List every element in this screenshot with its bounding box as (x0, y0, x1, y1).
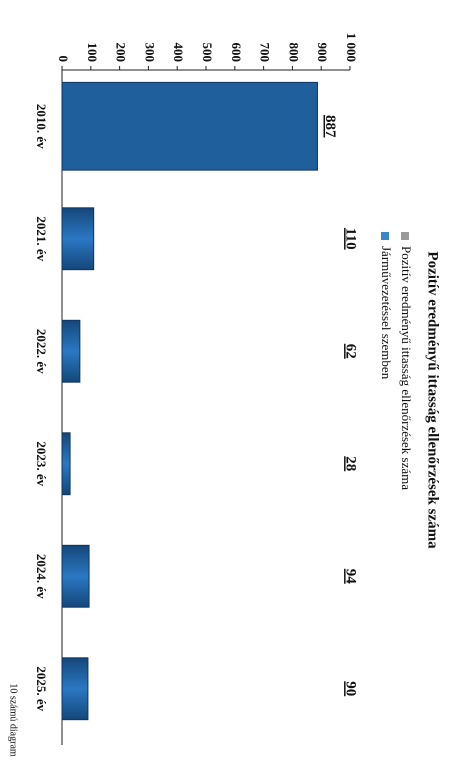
y-tick-label: 400 (171, 43, 186, 63)
x-tick-label: 2025. év (34, 666, 49, 711)
bar (61, 432, 71, 496)
y-tick-label: 900 (315, 43, 330, 63)
y-tick-label: 800 (286, 43, 301, 63)
x-tick-label: 2022. év (34, 329, 49, 374)
y-tick-label: 700 (258, 43, 273, 63)
y-tick-label: 300 (142, 43, 157, 63)
y-tick-label: 500 (200, 43, 215, 63)
y-tick-label: 100 (85, 43, 100, 63)
value-label: 28 (343, 456, 359, 471)
legend-label: Járművezetéssel szemben (379, 246, 394, 380)
bar (61, 319, 81, 383)
footer: 10 számú diagram (8, 683, 19, 757)
y-tick-label: 0 (56, 56, 71, 63)
chart-title: Pozitív eredményű ittasság ellenőrzések … (425, 251, 441, 549)
x-tick-label: 2010. év (34, 104, 49, 149)
legend-marker (401, 232, 409, 240)
value-label: 110 (343, 228, 359, 250)
bar (61, 544, 90, 608)
y-tick-label: 600 (229, 43, 244, 63)
bar (61, 657, 89, 721)
y-tick-label: 200 (114, 43, 129, 63)
value-label: 62 (343, 344, 359, 359)
legend-label: Pozitív eredményű ittasság ellenőrzések … (399, 246, 414, 490)
x-tick-label: 2024. év (34, 554, 49, 599)
rotated-chart: Pozitív eredményű ittasság ellenőrzések … (8, 33, 441, 757)
value-label: 94 (343, 569, 359, 585)
y-tick-label: 1 000 (344, 33, 359, 62)
bar (61, 81, 318, 171)
bar (61, 207, 95, 271)
x-tick-label: 2023. év (34, 441, 49, 486)
value-label: 90 (343, 681, 359, 696)
legend-marker (381, 232, 389, 240)
x-tick-label: 2021. év (34, 216, 49, 261)
value-label: 887 (322, 115, 338, 138)
